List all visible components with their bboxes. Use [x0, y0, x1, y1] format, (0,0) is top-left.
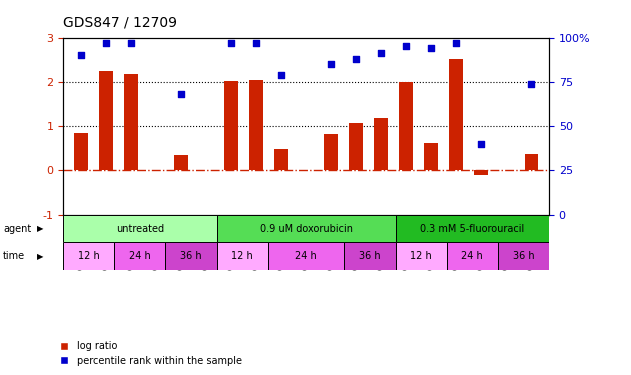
Bar	[374, 118, 388, 171]
Point	[476, 141, 487, 147]
Text: 12 h: 12 h	[410, 251, 432, 261]
Bar	[63, 242, 114, 270]
Bar	[74, 133, 88, 171]
Bar	[324, 134, 338, 171]
Bar	[224, 81, 238, 171]
Point	[176, 91, 186, 97]
Text: 0.9 uM doxorubicin: 0.9 uM doxorubicin	[259, 224, 353, 234]
Bar	[249, 80, 263, 171]
Bar	[396, 242, 447, 270]
Bar	[447, 242, 498, 270]
Text: 24 h: 24 h	[295, 251, 317, 261]
Bar	[165, 242, 216, 270]
Bar	[216, 215, 396, 242]
Point	[276, 72, 286, 78]
Text: 24 h: 24 h	[129, 251, 151, 261]
Bar	[174, 155, 187, 171]
Text: 0.3 mM 5-fluorouracil: 0.3 mM 5-fluorouracil	[420, 224, 524, 234]
Point	[401, 44, 411, 50]
Bar	[124, 74, 138, 171]
Text: time: time	[3, 251, 25, 261]
Bar	[396, 215, 549, 242]
Text: 12 h: 12 h	[78, 251, 100, 261]
Point	[526, 81, 536, 87]
Bar	[399, 82, 413, 171]
Text: ▶: ▶	[37, 252, 43, 261]
Point	[426, 45, 436, 51]
Text: ▶: ▶	[37, 224, 43, 233]
Point	[326, 61, 336, 67]
Bar	[475, 171, 488, 175]
Bar	[425, 143, 438, 171]
Bar	[99, 71, 112, 171]
Bar	[114, 242, 165, 270]
Text: 36 h: 36 h	[180, 251, 202, 261]
Point	[451, 40, 461, 46]
Point	[226, 40, 236, 46]
Text: untreated: untreated	[115, 224, 164, 234]
Point	[100, 40, 110, 46]
Bar	[349, 123, 363, 171]
Point	[126, 40, 136, 46]
Text: GDS847 / 12709: GDS847 / 12709	[63, 16, 177, 30]
Text: agent: agent	[3, 224, 32, 234]
Bar	[268, 242, 345, 270]
Text: 36 h: 36 h	[359, 251, 380, 261]
Bar	[216, 242, 268, 270]
Text: 24 h: 24 h	[461, 251, 483, 261]
Bar	[524, 154, 538, 171]
Bar	[63, 215, 216, 242]
Point	[251, 40, 261, 46]
Bar	[274, 149, 288, 171]
Bar	[498, 242, 549, 270]
Text: 36 h: 36 h	[512, 251, 534, 261]
Text: 12 h: 12 h	[231, 251, 253, 261]
Bar	[449, 59, 463, 171]
Point	[351, 56, 361, 62]
Legend: log ratio, percentile rank within the sample: log ratio, percentile rank within the sa…	[56, 338, 245, 370]
Point	[376, 51, 386, 57]
Bar	[345, 242, 396, 270]
Point	[76, 52, 86, 58]
